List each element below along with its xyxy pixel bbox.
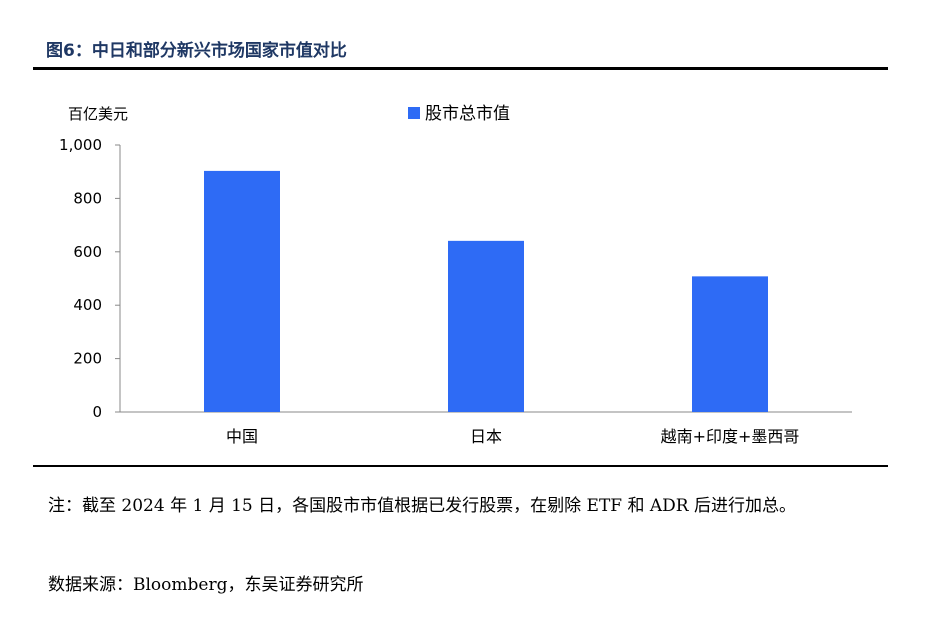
- data-source: 数据来源：Bloomberg，东吴证券研究所: [48, 575, 364, 595]
- y-tick-label: 200: [73, 350, 102, 368]
- y-tick-label: 0: [92, 403, 102, 421]
- y-unit-label: 百亿美元: [68, 105, 128, 123]
- y-tick-label: 800: [73, 189, 102, 207]
- x-tick-label: 日本: [470, 427, 502, 446]
- bar: [204, 170, 280, 412]
- bar-chart: 百亿美元 股市总市值 0 200 400 600 800 1,000 中国 日本 越南+印度+…: [59, 104, 852, 446]
- y-tick-label: 1,000: [59, 136, 102, 154]
- figure-title: 图6：中日和部分新兴市场国家市值对比: [46, 41, 347, 61]
- bar: [448, 240, 524, 412]
- legend-label: 股市总市值: [425, 104, 510, 124]
- top-rule: [33, 67, 888, 70]
- bar: [692, 276, 768, 412]
- x-tick-label: 中国: [226, 427, 258, 446]
- bottom-rule: [33, 465, 888, 467]
- x-tick-label: 越南+印度+墨西哥: [661, 427, 800, 446]
- y-tick-label: 400: [73, 296, 102, 314]
- chart-note: 注：截至 2024 年 1 月 15 日，各国股市市值根据已发行股票，在剔除 E…: [48, 496, 796, 516]
- y-ticks: 0 200 400 600 800 1,000: [59, 136, 120, 421]
- legend-swatch: [408, 107, 420, 119]
- bars: [204, 170, 768, 412]
- y-tick-label: 600: [73, 243, 102, 261]
- x-tick-labels: 中国 日本 越南+印度+墨西哥: [226, 427, 799, 446]
